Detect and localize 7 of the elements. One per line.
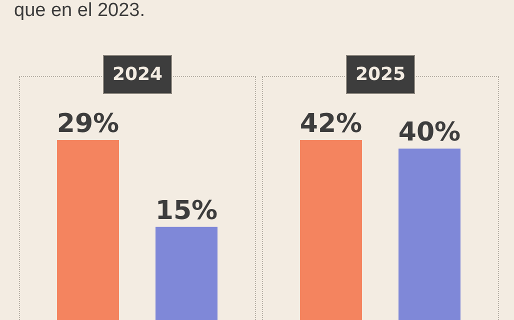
chart-title: 2025 [346, 55, 415, 94]
text: que en el 2023. [14, 0, 146, 22]
data-label: 40% [398, 118, 461, 148]
data-label: 42% [300, 109, 362, 139]
data-label: 29% [56, 109, 120, 139]
chart-title: 2024 [103, 55, 172, 94]
data-label: 15% [155, 196, 218, 226]
